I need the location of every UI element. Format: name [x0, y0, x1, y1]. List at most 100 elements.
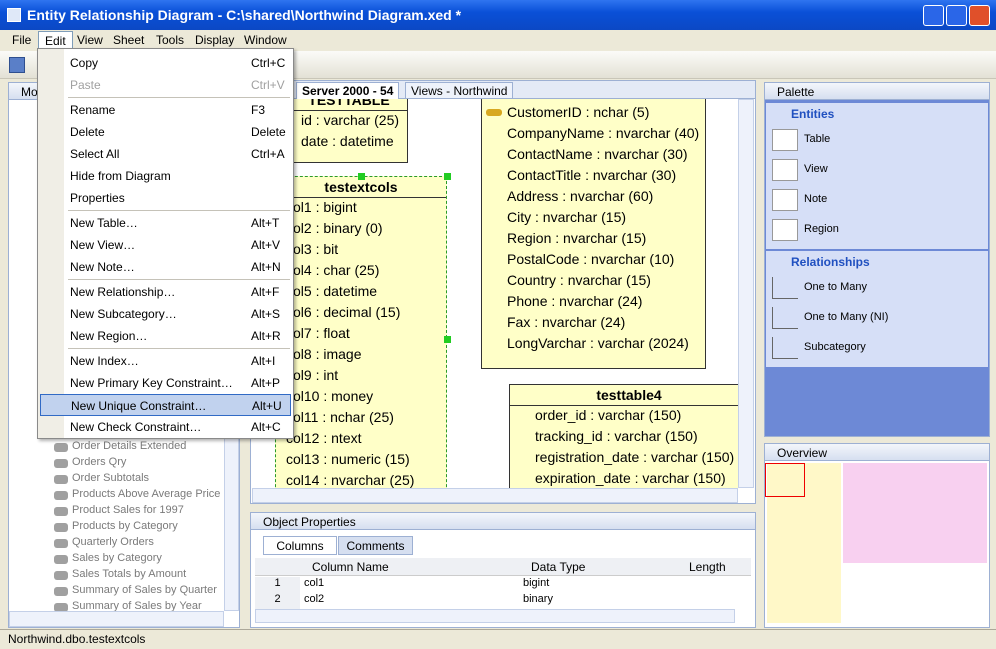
- diagram-tab[interactable]: Server 2000 - 54: [296, 82, 400, 99]
- diagram-tab[interactable]: Views - Northwind: [405, 82, 514, 99]
- menu-row[interactable]: Hide from Diagram: [40, 165, 291, 187]
- palette-item[interactable]: One to Many (NI): [804, 311, 889, 323]
- palette-item[interactable]: View: [804, 163, 828, 175]
- entity-table[interactable]: testtable4 order_id : varchar (150) tracki…: [509, 384, 738, 488]
- entity-table[interactable]: testextcols col1 : bigint col2 : binary (0…: [272, 173, 451, 488]
- tree-icon: [54, 603, 68, 612]
- table-column: Country : nvarchar (15): [507, 272, 651, 288]
- tree-item[interactable]: Products by Category: [72, 520, 178, 532]
- menu-row[interactable]: Delete Delete: [40, 121, 291, 143]
- palette-item[interactable]: Region: [804, 223, 839, 235]
- tree-item[interactable]: Order Details Extended: [72, 440, 187, 452]
- panel-title: Palette: [777, 85, 815, 99]
- grid-cell[interactable]: col1: [304, 577, 325, 589]
- menu-shortcut: F3: [251, 103, 266, 117]
- tree-item[interactable]: Summary of Sales by Quarter: [72, 584, 217, 596]
- table-column: CompanyName : nvarchar (40): [507, 125, 700, 141]
- menu-row[interactable]: New Relationship… Alt+F: [40, 281, 291, 303]
- tree-item[interactable]: Orders Qry: [72, 456, 127, 468]
- menu-label: New Note…: [70, 260, 135, 274]
- table-column: CustomerID : nchar (5): [507, 104, 650, 120]
- panel-header: Palette: [765, 83, 989, 100]
- menu-row[interactable]: New Check Constraint… Alt+C: [40, 416, 291, 438]
- tree-icon: [54, 443, 68, 452]
- scrollbar: [738, 99, 754, 488]
- palette-item[interactable]: Subcategory: [804, 341, 866, 353]
- table-divider: [291, 110, 407, 111]
- tree-icon: [54, 507, 68, 516]
- menu-shortcut: Alt+S: [251, 307, 281, 321]
- palette-icon: [772, 307, 798, 329]
- menu-row[interactable]: Select All Ctrl+A: [40, 143, 291, 165]
- table-column: col4 : char (25): [286, 262, 380, 278]
- menu-item[interactable]: Edit: [38, 31, 73, 50]
- menu-row[interactable]: New Note… Alt+N: [40, 256, 291, 278]
- section-title[interactable]: Relationships: [791, 255, 870, 269]
- palette-item[interactable]: One to Many: [804, 281, 867, 293]
- menu-shortcut: Alt+N: [251, 260, 281, 274]
- menu-label: Rename: [70, 103, 116, 117]
- palette-item[interactable]: Note: [804, 193, 828, 205]
- menu-row[interactable]: New View… Alt+V: [40, 234, 291, 256]
- menu-item[interactable]: File: [12, 33, 32, 47]
- properties-tab[interactable]: Comments: [338, 536, 413, 555]
- menu-item[interactable]: Tools: [156, 33, 185, 47]
- menu-row[interactable]: New Table… Alt+T: [40, 212, 291, 234]
- grid-cell[interactable]: col2: [304, 593, 325, 605]
- palette-icon: [772, 337, 798, 359]
- menu-row[interactable]: Copy Ctrl+C: [40, 52, 291, 74]
- selection-handle: [444, 336, 451, 343]
- menu-row[interactable]: Paste Ctrl+V: [40, 74, 291, 96]
- grid-row-header: 2: [255, 593, 300, 609]
- table-column: id : varchar (25): [301, 112, 400, 128]
- menu-row[interactable]: New Region… Alt+R: [40, 325, 291, 347]
- entity-table[interactable]: TESTTABLE id : varchar (25) date : datetim…: [290, 99, 408, 163]
- table-column: expiration_date : varchar (150): [535, 470, 726, 486]
- minimize-button[interactable]: [923, 5, 944, 26]
- table-column: col2 : binary (0): [286, 220, 383, 236]
- menu-label: Hide from Diagram: [70, 169, 171, 183]
- palette-icon: [772, 159, 798, 181]
- table-column: PostalCode : nvarchar (10): [507, 251, 675, 267]
- table-name: testextcols: [324, 179, 398, 195]
- properties-tab[interactable]: Columns: [263, 536, 337, 555]
- grid-header: Length: [689, 560, 726, 574]
- entity-table[interactable]: CustomerID : nchar (5) CompanyName : nvar…: [481, 99, 706, 369]
- menu-shortcut: Delete: [251, 125, 286, 139]
- menu-row[interactable]: New Primary Key Constraint… Alt+P: [40, 372, 291, 394]
- palette-item[interactable]: Table: [804, 133, 831, 145]
- menu-row[interactable]: New Subcategory… Alt+S: [40, 303, 291, 325]
- menu-item[interactable]: Display: [195, 33, 235, 47]
- menu-item[interactable]: Sheet: [113, 33, 145, 47]
- section-title[interactable]: Entities: [791, 107, 835, 121]
- grid-cell[interactable]: binary: [523, 593, 553, 605]
- tree-item[interactable]: Quarterly Orders: [72, 536, 154, 548]
- menu-label: New Table…: [70, 216, 138, 230]
- grid-cell[interactable]: bigint: [523, 577, 550, 589]
- tree-item[interactable]: Product Sales for 1997: [72, 504, 184, 516]
- save-icon[interactable]: [9, 57, 25, 73]
- tree-item[interactable]: Sales Totals by Amount: [72, 568, 187, 580]
- close-button[interactable]: [969, 5, 990, 26]
- tree-item[interactable]: Summary of Sales by Year: [72, 600, 202, 612]
- menu-shortcut: Alt+V: [251, 238, 281, 252]
- tree-item[interactable]: Order Subtotals: [72, 472, 150, 484]
- menu-row[interactable]: New Unique Constraint… Alt+U: [40, 394, 291, 416]
- tree-icon: [54, 539, 68, 548]
- menu-row[interactable]: Properties: [40, 187, 291, 209]
- menu-row[interactable]: New Index… Alt+I: [40, 350, 291, 372]
- tree-item[interactable]: Products Above Average Price: [72, 488, 221, 500]
- tree-icon: [54, 491, 68, 500]
- menu-separator: [68, 210, 290, 211]
- table-column: col13 : numeric (15): [286, 451, 410, 467]
- maximize-button[interactable]: [946, 5, 967, 26]
- menu-shortcut: Alt+R: [251, 329, 281, 343]
- tree-item[interactable]: Sales by Category: [72, 552, 162, 564]
- status-bar: [0, 629, 996, 649]
- menu-row[interactable]: Rename F3: [40, 99, 291, 121]
- menu-item[interactable]: View: [77, 33, 103, 47]
- panel-header: Object Properties: [251, 513, 755, 530]
- palette-icon: [772, 219, 798, 241]
- tree-icon: [54, 523, 68, 532]
- menu-item[interactable]: Window: [244, 33, 287, 47]
